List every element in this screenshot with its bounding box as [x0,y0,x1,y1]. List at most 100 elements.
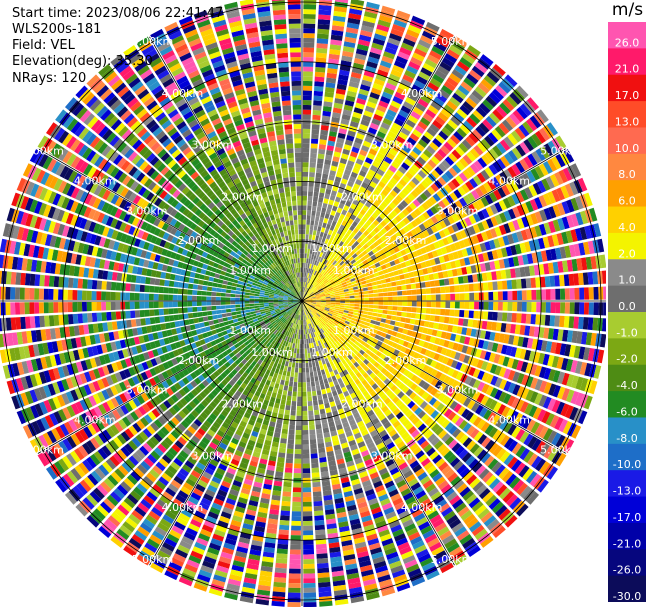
velocity-gate [330,252,336,259]
velocity-gate [440,145,451,155]
velocity-gate [310,244,314,250]
velocity-gate [385,135,395,144]
velocity-gate [402,267,409,274]
velocity-gate [311,386,316,392]
velocity-gate [346,90,357,98]
velocity-gate [296,401,302,407]
velocity-gate [391,310,398,316]
velocity-gate [290,410,296,416]
velocity-gate [416,295,422,301]
velocity-gate [540,250,548,262]
velocity-gate [309,367,313,373]
velocity-gate [317,28,330,35]
velocity-gate [459,123,471,135]
velocity-gate [563,274,570,286]
velocity-gate [338,246,344,253]
velocity-gate [337,283,343,288]
velocity-gate [278,384,284,390]
velocity-gate [303,9,316,15]
velocity-gate [355,205,362,213]
velocity-gate [437,271,444,279]
velocity-gate [317,577,331,583]
velocity-gate [302,162,309,168]
velocity-gate [305,282,308,288]
velocity-gate [447,252,455,261]
velocity-gate [308,176,315,182]
velocity-gate [407,301,413,307]
velocity-gate [521,290,527,300]
velocity-gate [551,189,561,203]
velocity-gate [319,251,324,258]
velocity-gate [316,230,321,237]
velocity-gate [474,301,480,310]
velocity-gate [281,500,291,507]
velocity-gate [443,278,450,286]
velocity-gate [315,543,327,550]
velocity-gate [462,275,469,284]
velocity-gate [401,144,411,154]
velocity-gate [534,197,543,210]
velocity-gate [302,406,308,412]
velocity-gate [488,239,496,250]
velocity-gate [376,69,389,78]
velocity-gate [447,181,457,191]
velocity-gate [374,262,381,268]
velocity-gate [547,328,555,340]
velocity-gate [468,283,474,292]
velocity-gate [561,231,569,245]
velocity-gate [305,294,310,298]
velocity-gate [338,275,344,280]
velocity-gate [290,371,295,378]
velocity-gate [412,106,424,116]
velocity-gate [422,229,430,238]
velocity-gate [338,287,344,291]
velocity-gate [327,239,333,246]
velocity-gate [347,17,361,25]
velocity-gate [488,92,501,104]
velocity-gate [325,208,332,215]
velocity-gate [342,46,355,53]
velocity-gate [369,223,377,230]
velocity-gate [366,282,373,287]
velocity-gate [376,317,382,322]
velocity-gate [396,87,408,96]
velocity-gate [563,316,570,328]
velocity-gate [324,193,330,200]
velocity-gate [382,268,389,275]
velocity-gate [398,178,408,187]
velocity-gate [342,148,351,156]
velocity-gate [318,148,326,155]
velocity-gate [307,272,310,278]
velocity-gate [459,301,465,309]
velocity-gate [365,65,377,74]
velocity-gate [403,273,410,279]
velocity-gate [302,511,313,517]
velocity-gate [312,234,316,241]
velocity-gate [500,322,507,333]
velocity-gate [328,287,334,291]
velocity-gate [324,238,329,245]
velocity-gate [302,248,305,254]
velocity-gate [319,216,324,223]
velocity-gate [300,334,302,340]
velocity-gate [490,204,499,215]
velocity-gate [314,524,325,531]
velocity-gate [347,241,353,248]
velocity-gate [274,567,287,574]
velocity-gate [462,154,473,165]
velocity-gate [483,182,493,193]
velocity-gate [320,296,326,298]
velocity-gate [429,243,436,251]
velocity-gate [437,111,449,122]
velocity-gate [314,81,324,87]
velocity-gate [303,291,305,297]
velocity-gate [472,109,484,121]
velocity-gate [579,226,588,240]
velocity-gate [315,211,321,217]
velocity-gate [297,391,302,397]
velocity-gate [526,253,534,265]
velocity-gate [436,264,443,272]
velocity-gate [290,415,296,421]
velocity-gate [431,294,436,301]
velocity-gate [430,100,442,111]
